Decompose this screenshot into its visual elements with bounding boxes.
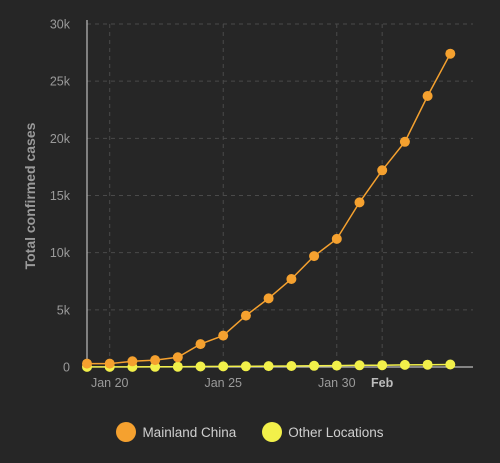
legend-label-mainland-china: Mainland China — [142, 424, 237, 440]
point-mainland-china-jan-24[interactable] — [195, 339, 206, 350]
point-other-locations-feb-2[interactable] — [399, 359, 410, 370]
point-other-locations-jan-31[interactable] — [354, 360, 365, 371]
point-other-locations-feb-3[interactable] — [422, 359, 433, 370]
point-other-locations-jan-30[interactable] — [331, 360, 342, 371]
legend-swatch-mainland-china — [116, 422, 137, 442]
point-mainland-china-jan-29[interactable] — [309, 251, 320, 262]
point-mainland-china-jan-25[interactable] — [218, 330, 229, 341]
point-other-locations-feb-1[interactable] — [377, 360, 388, 371]
point-other-locations-jan-25[interactable] — [218, 361, 229, 372]
x-tick-label-jan-25: Jan 25 — [204, 376, 242, 390]
y-tick-label-15k: 15k — [50, 189, 71, 203]
y-tick-label-30k: 30k — [50, 18, 71, 32]
point-mainland-china-feb-1[interactable] — [377, 165, 388, 176]
series-line-mainland-china — [87, 53, 451, 365]
point-mainland-china-feb-3[interactable] — [422, 91, 433, 101]
y-tick-label-25k: 25k — [50, 75, 71, 89]
point-other-locations-jan-27[interactable] — [263, 361, 274, 372]
point-mainland-china-jan-23[interactable] — [172, 352, 183, 363]
axis-layer — [86, 20, 473, 368]
y-tick-label-0: 0 — [63, 361, 70, 375]
legend-item-mainland-china[interactable]: Mainland China — [116, 422, 236, 442]
point-other-locations-jan-24[interactable] — [195, 361, 206, 372]
point-mainland-china-jan-28[interactable] — [286, 274, 297, 284]
point-mainland-china-feb-4[interactable] — [445, 48, 456, 59]
x-tick-label-jan-30: Jan 30 — [318, 376, 356, 390]
y-tick-label-5k: 5k — [57, 303, 71, 317]
point-other-locations-jan-23[interactable] — [172, 361, 183, 372]
legend: Mainland China Other Locations — [0, 419, 500, 445]
y-tick-label-10k: 10k — [50, 246, 71, 260]
point-mainland-china-jan-20[interactable] — [104, 358, 115, 369]
point-mainland-china-feb-2[interactable] — [399, 136, 410, 147]
point-other-locations-jan-28[interactable] — [286, 361, 297, 371]
point-mainland-china-jan-27[interactable] — [263, 293, 274, 304]
point-other-locations-feb-4[interactable] — [445, 359, 456, 370]
x-tick-label-jan-20: Jan 20 — [91, 376, 129, 390]
y-tick-label-20k: 20k — [50, 132, 71, 146]
legend-swatch-other-locations — [262, 422, 283, 442]
grid-layer — [87, 23, 473, 367]
point-mainland-china-jan-22[interactable] — [150, 355, 161, 366]
series-layer — [82, 48, 456, 372]
legend-item-other-locations[interactable]: Other Locations — [262, 422, 384, 442]
y-axis-title: Total confirmed cases — [22, 122, 38, 269]
point-mainland-china-jan-19[interactable] — [82, 358, 92, 369]
point-other-locations-jan-26[interactable] — [240, 361, 251, 372]
label-layer: 0 5k 10k 15k 20k 25k 30k Jan 20 Jan 25 Jan 30 Feb — [50, 18, 394, 391]
point-mainland-china-jan-21[interactable] — [127, 356, 138, 367]
point-mainland-china-jan-26[interactable] — [240, 310, 251, 321]
point-mainland-china-jan-31[interactable] — [354, 197, 365, 208]
x-tick-label-feb: Feb — [371, 376, 394, 390]
point-other-locations-jan-29[interactable] — [309, 360, 320, 371]
point-mainland-china-jan-30[interactable] — [331, 233, 342, 244]
legend-label-other-locations: Other Locations — [288, 424, 384, 440]
